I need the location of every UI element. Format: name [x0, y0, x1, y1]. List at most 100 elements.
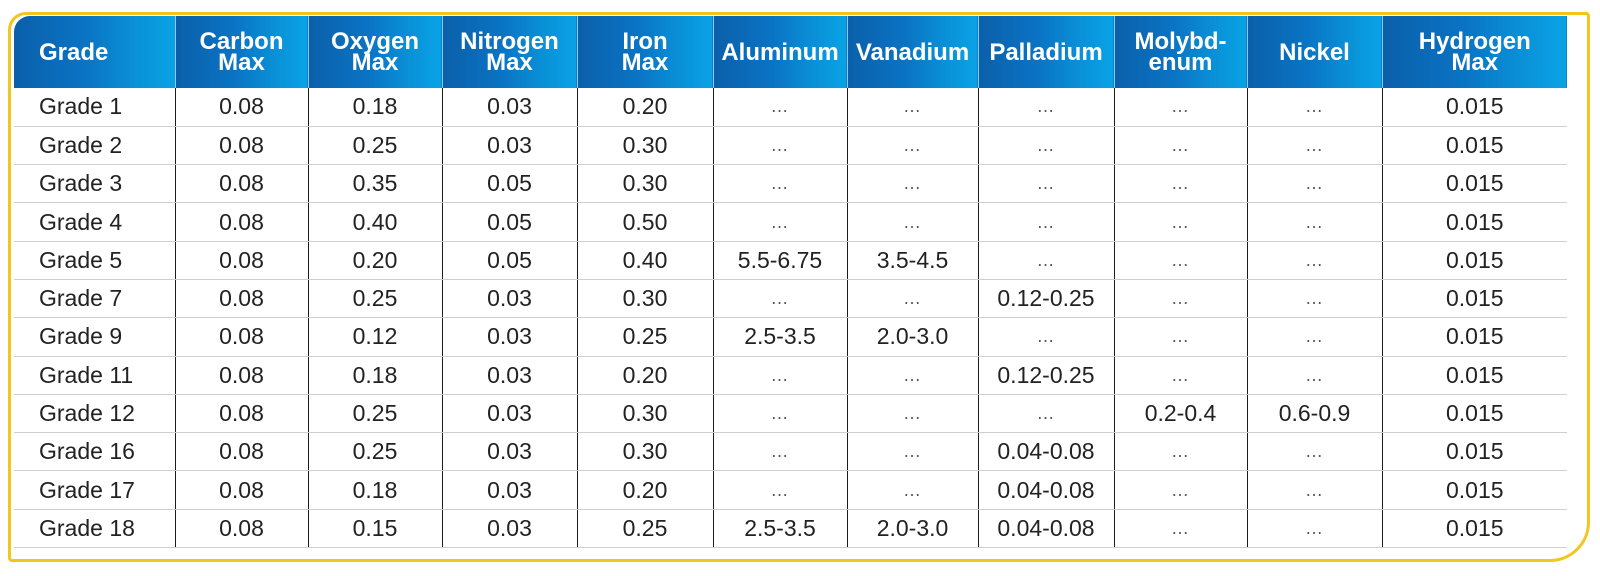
cell-grade: Grade 11 [14, 356, 176, 395]
cell-grade: Grade 1 [14, 88, 176, 127]
column-header-nickel: Nickel [1247, 16, 1383, 88]
cell-nitrogen-max: 0.03 [442, 509, 578, 549]
column-header-line: Nitrogen [460, 28, 559, 55]
cell-iron-max: 0.30 [577, 279, 714, 319]
cell-oxygen-max: 0.25 [308, 279, 443, 319]
cell-molybdenum: … [1114, 509, 1248, 549]
cell-palladium: … [978, 164, 1115, 204]
cell-hydrogen-max: 0.015 [1382, 88, 1567, 127]
cell-grade: Grade 3 [14, 164, 176, 204]
titanium-grades-table: Grade Carbon Max Oxygen Max Nitrogen Max Iron Ma… [14, 16, 1567, 549]
cell-iron-max: 0.50 [577, 202, 714, 242]
cell-iron-max: 0.25 [577, 317, 714, 357]
cell-nickel: … [1247, 241, 1383, 280]
cell-grade: Grade 5 [14, 241, 176, 280]
cell-vanadium: … [847, 470, 979, 510]
cell-molybdenum: … [1114, 470, 1248, 510]
cell-aluminum: … [713, 164, 848, 204]
cell-vanadium: 2.0-3.0 [847, 509, 979, 549]
cell-molybdenum: … [1114, 279, 1248, 319]
cell-molybdenum: 0.2-0.4 [1114, 394, 1248, 434]
cell-hydrogen-max: 0.015 [1382, 126, 1567, 166]
cell-iron-max: 0.20 [577, 356, 714, 395]
cell-vanadium: 2.0-3.0 [847, 317, 979, 357]
cell-grade: Grade 4 [14, 202, 176, 242]
cell-hydrogen-max: 0.015 [1382, 317, 1567, 357]
cell-carbon-max: 0.08 [175, 126, 309, 166]
cell-nickel: 0.6-0.9 [1247, 394, 1383, 434]
cell-iron-max: 0.30 [577, 394, 714, 434]
cell-nitrogen-max: 0.03 [442, 470, 578, 510]
cell-nickel: … [1247, 317, 1383, 357]
table-row: Grade 7 0.08 0.25 0.03 0.30…… 0.12-0.25…… 0.01… [14, 279, 1567, 319]
cell-aluminum: … [713, 432, 848, 472]
cell-grade: Grade 2 [14, 126, 176, 166]
cell-vanadium: … [847, 88, 979, 127]
cell-nickel: … [1247, 356, 1383, 395]
column-header-grade: Grade [14, 16, 176, 88]
cell-nitrogen-max: 0.05 [442, 202, 578, 242]
cell-carbon-max: 0.08 [175, 394, 309, 434]
cell-nitrogen-max: 0.05 [442, 241, 578, 280]
cell-palladium: … [978, 126, 1115, 166]
column-header-line: Iron [622, 28, 668, 55]
cell-palladium: 0.04-0.08 [978, 470, 1115, 510]
cell-hydrogen-max: 0.015 [1382, 509, 1567, 549]
cell-vanadium: … [847, 126, 979, 166]
cell-vanadium: … [847, 202, 979, 242]
cell-hydrogen-max: 0.015 [1382, 356, 1567, 395]
cell-nickel: … [1247, 509, 1383, 549]
cell-hydrogen-max: 0.015 [1382, 164, 1567, 204]
cell-carbon-max: 0.08 [175, 164, 309, 204]
cell-vanadium: … [847, 356, 979, 395]
table-row: Grade 1 0.08 0.18 0.03 0.20…………… 0.015 [14, 88, 1567, 127]
cell-molybdenum: … [1114, 202, 1248, 242]
cell-palladium: … [978, 317, 1115, 357]
table-row: Grade 17 0.08 0.18 0.03 0.20…… 0.04-0.08…… 0.0… [14, 470, 1567, 510]
cell-hydrogen-max: 0.015 [1382, 432, 1567, 472]
cell-aluminum: … [713, 279, 848, 319]
cell-nitrogen-max: 0.03 [442, 356, 578, 395]
column-header-aluminum: Aluminum [713, 16, 848, 88]
cell-iron-max: 0.40 [577, 241, 714, 280]
cell-oxygen-max: 0.25 [308, 432, 443, 472]
table-row: Grade 9 0.08 0.12 0.03 0.25 2.5-3.5 2.0-3.0………… [14, 317, 1567, 357]
cell-grade: Grade 18 [14, 509, 176, 549]
table-row: Grade 2 0.08 0.25 0.03 0.30…………… 0.015 [14, 126, 1567, 166]
cell-palladium: … [978, 88, 1115, 127]
column-header-carbon-max: Carbon Max [175, 16, 309, 88]
cell-hydrogen-max: 0.015 [1382, 241, 1567, 280]
cell-aluminum: … [713, 88, 848, 127]
table-row: Grade 4 0.08 0.40 0.05 0.50…………… 0.015 [14, 202, 1567, 242]
cell-palladium: … [978, 241, 1115, 280]
column-header-line: Nickel [1279, 38, 1350, 66]
table-row: Grade 12 0.08 0.25 0.03 0.30……… 0.2-0.4 0.6-0.… [14, 394, 1567, 434]
table-row: Grade 18 0.08 0.15 0.03 0.25 2.5-3.5 2.0-3.0 0.… [14, 509, 1567, 549]
cell-iron-max: 0.25 [577, 509, 714, 549]
cell-nickel: … [1247, 470, 1383, 510]
table-row: Grade 16 0.08 0.25 0.03 0.30…… 0.04-0.08…… 0.0… [14, 432, 1567, 472]
cell-vanadium: … [847, 164, 979, 204]
cell-vanadium: … [847, 432, 979, 472]
cell-carbon-max: 0.08 [175, 356, 309, 395]
table-row: Grade 11 0.08 0.18 0.03 0.20…… 0.12-0.25…… 0.0… [14, 356, 1567, 395]
cell-iron-max: 0.30 [577, 164, 714, 204]
cell-molybdenum: … [1114, 241, 1248, 280]
cell-nickel: … [1247, 88, 1383, 127]
column-header-line: Grade [39, 38, 109, 66]
cell-aluminum: … [713, 202, 848, 242]
cell-aluminum: … [713, 126, 848, 166]
cell-nickel: … [1247, 202, 1383, 242]
cell-palladium: … [978, 202, 1115, 242]
cell-grade: Grade 9 [14, 317, 176, 357]
column-header-hydrogen-max: Hydrogen Max [1382, 16, 1567, 88]
cell-nitrogen-max: 0.05 [442, 164, 578, 204]
cell-hydrogen-max: 0.015 [1382, 279, 1567, 319]
cell-aluminum: … [713, 394, 848, 434]
cell-molybdenum: … [1114, 432, 1248, 472]
cell-molybdenum: … [1114, 88, 1248, 127]
cell-oxygen-max: 0.25 [308, 394, 443, 434]
cell-molybdenum: … [1114, 126, 1248, 166]
cell-iron-max: 0.20 [577, 470, 714, 510]
cell-oxygen-max: 0.18 [308, 356, 443, 395]
